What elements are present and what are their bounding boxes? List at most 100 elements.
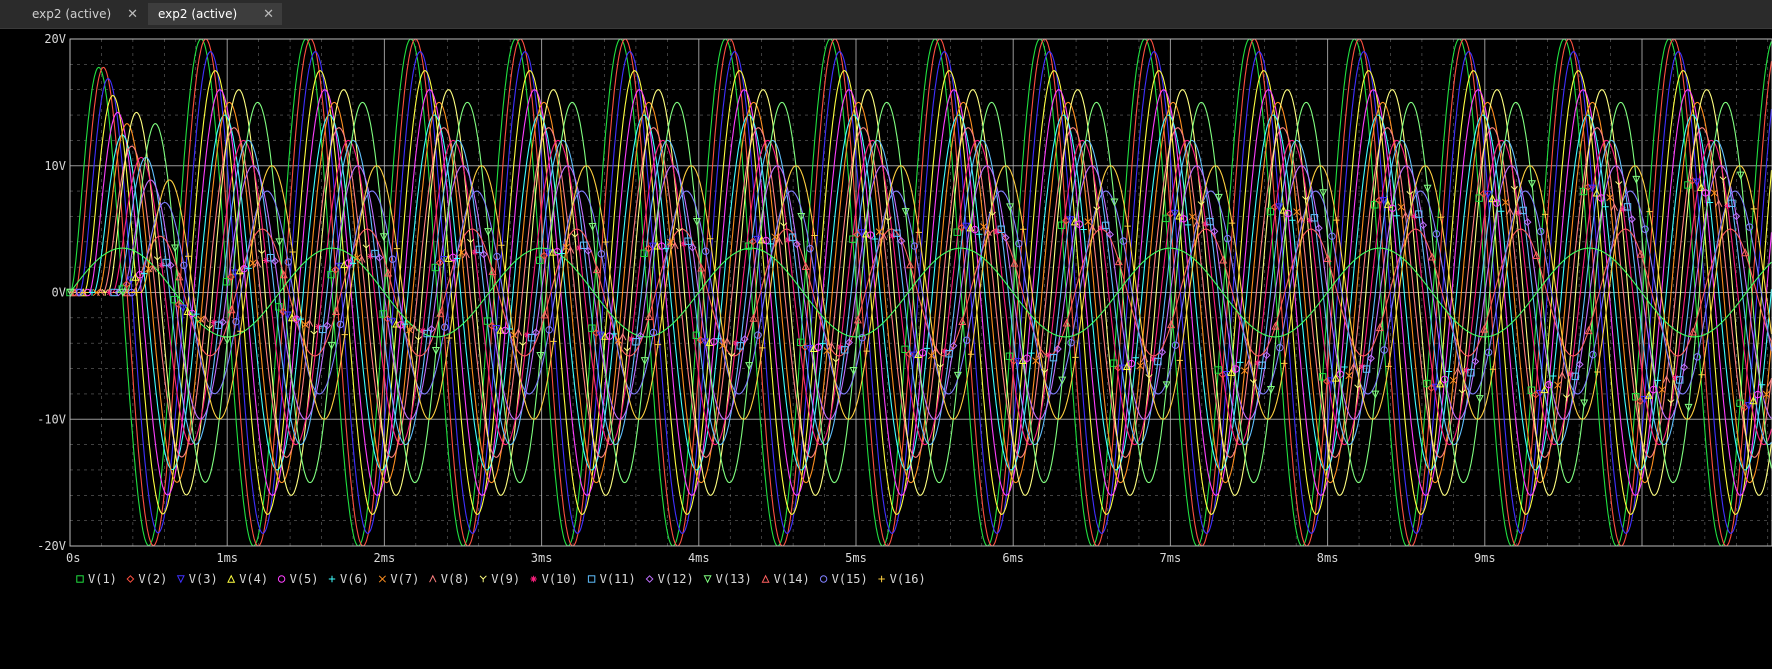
legend-marker [378,575,386,583]
series-marker [1171,341,1180,349]
series-marker [1197,201,1205,208]
y-tick-label: -10V [37,412,66,426]
legend-entry[interactable]: V(2) [138,572,167,586]
tab-exp2-2[interactable]: exp2 (active) ✕ [148,3,282,25]
series-marker [1150,355,1157,363]
series-marker [605,332,614,340]
legend-entry[interactable]: V(3) [189,572,218,586]
series-marker [171,244,180,253]
series-marker [331,265,340,274]
series-marker [431,346,440,355]
series-marker [1228,219,1236,227]
series-marker [174,300,183,309]
series-marker [1249,379,1257,387]
legend-entry[interactable]: V(4) [239,572,268,586]
series-marker [1053,345,1062,353]
legend-entry[interactable]: V(13) [716,572,752,586]
series-marker [1331,373,1340,382]
series-marker [1545,380,1553,389]
series-marker [1318,373,1327,381]
series-marker [858,333,866,342]
series-marker [1646,208,1653,215]
series-marker [1385,363,1392,370]
series-marker [1710,189,1718,197]
legend-entry[interactable]: V(15) [832,572,868,586]
grid [69,38,1772,547]
series-marker [210,319,218,326]
series-marker [710,337,718,346]
legend-entry[interactable]: V(9) [491,572,520,586]
legend-entry[interactable]: V(6) [340,572,369,586]
series-marker [1750,205,1758,213]
series-marker [544,249,553,258]
series-marker [358,255,366,263]
series-line [70,38,1772,547]
series-marker [441,323,449,331]
series-marker [436,308,445,317]
series-marker [1449,376,1457,384]
legend-entry[interactable]: V(12) [658,572,694,586]
series-marker [1554,381,1562,389]
markers [66,171,1772,412]
series-marker [640,249,648,257]
series-marker [1662,375,1671,383]
legend-entry[interactable]: V(11) [600,572,636,586]
x-tick-label: 7ms [1160,551,1182,565]
series-marker [449,253,457,262]
legend-marker [878,575,885,583]
series-marker [1615,181,1623,188]
legend-marker [328,575,336,583]
series-line [70,165,1772,420]
series-marker [1471,357,1480,366]
series-marker [1362,365,1371,373]
y-tick-label: 20V [44,32,66,46]
series-marker [1619,206,1627,213]
series-marker [845,338,853,347]
series-marker [588,324,596,332]
series-marker [1584,326,1593,335]
x-tick-label: 0s [66,551,80,565]
series-marker [1594,368,1601,376]
series-marker [849,367,858,376]
series-marker [897,237,906,245]
series-marker [819,340,826,347]
series-marker [853,315,862,324]
series-marker [1475,194,1483,202]
series-marker [305,319,314,327]
series-marker [1606,194,1614,202]
series-marker [1649,385,1658,394]
legend-entry[interactable]: V(1) [88,572,117,586]
close-icon[interactable]: ✕ [263,6,274,22]
legend-entry[interactable]: V(14) [774,572,810,586]
series-marker [319,325,327,334]
series-marker [1193,219,1201,228]
close-icon[interactable]: ✕ [127,6,138,22]
series-line [70,139,1772,446]
series-marker [909,351,918,360]
x-tick-label: 8ms [1317,551,1339,565]
series-marker [784,236,792,244]
legend-entry[interactable]: V(10) [542,572,578,586]
x-tick-label: 2ms [374,551,396,565]
series-marker [427,325,436,333]
series-marker [1219,255,1228,264]
legend-entry[interactable]: V(7) [390,572,419,586]
legend-entry[interactable]: V(5) [290,572,319,586]
tab-exp2-1[interactable]: exp2 (active) ✕ [22,3,146,25]
series-marker [941,347,948,355]
legend-entry[interactable]: V(8) [441,572,470,586]
series-marker [1001,233,1010,242]
series-marker [1693,353,1702,361]
series-marker [759,344,766,352]
legend-entry[interactable]: V(16) [890,572,926,586]
legend-marker [126,575,135,583]
series-marker [1110,359,1118,367]
series-marker [1437,214,1444,221]
series-marker [1454,367,1462,375]
series-marker [471,248,479,256]
series-marker [1214,366,1222,374]
series-marker [1275,203,1284,212]
series-marker [901,345,909,354]
series-marker [1041,368,1049,376]
